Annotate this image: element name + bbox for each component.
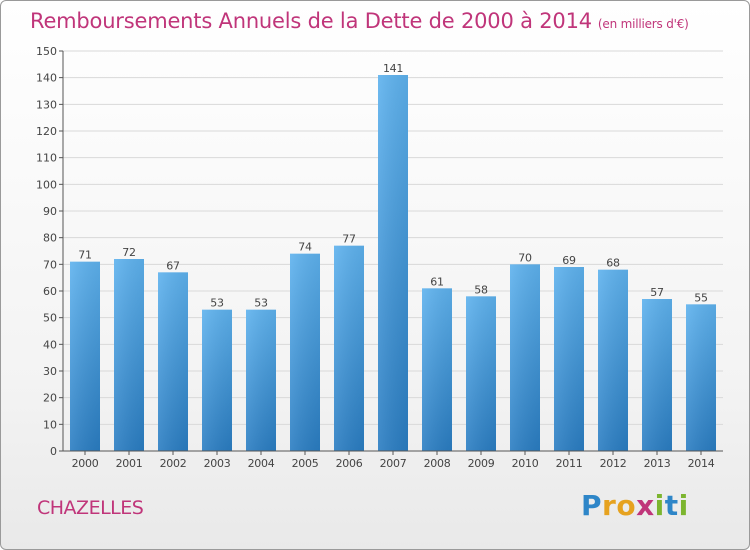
bar-value-label: 141 <box>383 62 403 75</box>
logo-letter: o <box>616 489 637 522</box>
bar-value-label: 70 <box>518 251 532 264</box>
bar-value-label: 72 <box>122 246 135 259</box>
y-tick-label: 130 <box>36 98 57 111</box>
logo-letter: i <box>678 489 689 522</box>
y-tick-label: 120 <box>36 125 57 138</box>
y-tick-label: 150 <box>36 45 57 58</box>
bar-value-label: 53 <box>210 297 224 310</box>
logo-letter: r <box>602 489 617 522</box>
x-tick-label: 2014 <box>688 457 715 470</box>
x-tick-label: 2010 <box>512 457 539 470</box>
y-tick-label: 20 <box>43 392 57 405</box>
x-tick-label: 2005 <box>292 457 319 470</box>
bar-shade <box>290 253 320 451</box>
y-tick-label: 80 <box>43 232 57 245</box>
x-tick-label: 2013 <box>644 457 671 470</box>
logo-letter: P <box>581 489 603 522</box>
bar-value-label: 53 <box>254 297 268 310</box>
y-tick-label: 30 <box>43 365 57 378</box>
bar-shade <box>510 264 540 451</box>
y-tick-label: 70 <box>43 258 57 271</box>
logo-letter: t <box>664 489 679 522</box>
chart-title: Remboursements Annuels de la Dette de 20… <box>30 9 689 33</box>
bar-shade <box>598 269 628 451</box>
bar-shade <box>686 304 716 451</box>
commune-name: CHAZELLES <box>37 497 144 519</box>
bar-shade <box>202 309 232 451</box>
x-tick-label: 2007 <box>380 457 407 470</box>
y-tick-label: 40 <box>43 338 57 351</box>
bar-shade <box>422 288 452 451</box>
y-tick-label: 100 <box>36 178 57 191</box>
bar-shade <box>158 272 188 451</box>
bar-value-label: 68 <box>606 257 620 270</box>
bar-shade <box>642 299 672 451</box>
bar-value-label: 57 <box>650 286 664 299</box>
bar-value-label: 55 <box>694 291 708 304</box>
y-tick-label: 10 <box>43 418 57 431</box>
bar-value-label: 71 <box>78 249 91 262</box>
bar-shade <box>70 261 100 451</box>
x-tick-label: 2004 <box>248 457 275 470</box>
bar-shade <box>246 309 276 451</box>
bar-shade <box>466 296 496 451</box>
x-tick-label: 2008 <box>424 457 451 470</box>
bar-value-label: 74 <box>298 241 312 254</box>
y-tick-label: 0 <box>50 445 57 458</box>
y-tick-label: 90 <box>43 205 57 218</box>
bar-value-label: 77 <box>342 233 356 246</box>
bar-shade <box>554 267 584 451</box>
x-tick-label: 2002 <box>160 457 187 470</box>
bar-value-label: 58 <box>474 283 488 296</box>
bar-value-label: 61 <box>430 275 443 288</box>
x-tick-label: 2001 <box>116 457 143 470</box>
chart-title-text: Remboursements Annuels de la Dette de 20… <box>30 9 592 33</box>
logo-letter: x <box>636 489 655 522</box>
x-tick-label: 2003 <box>204 457 231 470</box>
x-tick-label: 2009 <box>468 457 495 470</box>
x-tick-label: 2011 <box>556 457 583 470</box>
proxiti-logo: Proxiti <box>581 489 689 522</box>
y-tick-label: 140 <box>36 72 57 85</box>
y-tick-label: 50 <box>43 312 57 325</box>
bar-value-label: 67 <box>166 259 180 272</box>
x-tick-label: 2012 <box>600 457 627 470</box>
bar-value-label: 69 <box>562 254 576 267</box>
bar-shade <box>334 245 364 451</box>
bar-shade <box>114 259 144 451</box>
x-tick-label: 2006 <box>336 457 363 470</box>
y-tick-label: 60 <box>43 285 57 298</box>
y-tick-label: 110 <box>36 152 57 165</box>
bar-shade <box>378 75 408 451</box>
x-tick-label: 2000 <box>72 457 99 470</box>
chart-subtitle: (en milliers d'€) <box>597 17 689 31</box>
logo-letter: i <box>654 489 665 522</box>
